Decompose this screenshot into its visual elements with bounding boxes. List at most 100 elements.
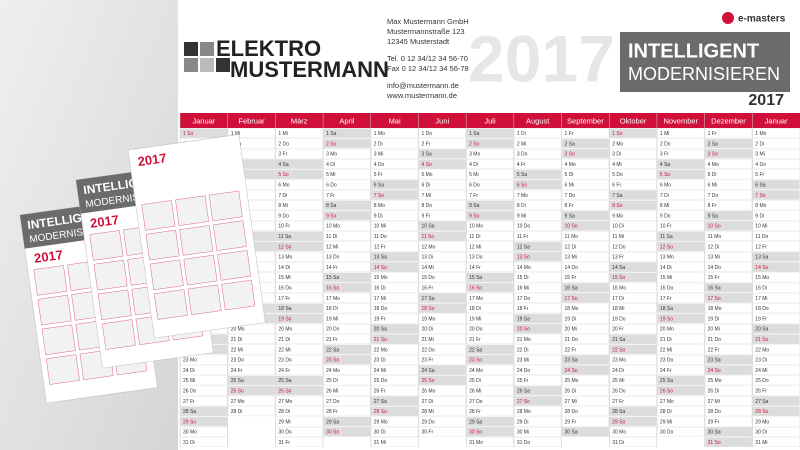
slogan: INTELLIGENT (628, 40, 759, 62)
day-cell (704, 437, 753, 448)
day: 21 So (374, 337, 387, 343)
day-cell (657, 282, 705, 293)
day: 20 Mo (278, 327, 292, 333)
day-cell (609, 128, 657, 139)
day-cell (657, 200, 705, 211)
day: 5 Mi (326, 172, 335, 178)
day: 28 Di (231, 409, 243, 415)
day-cell (657, 375, 705, 386)
day: 28 Sa (183, 409, 196, 415)
day: 17 So (708, 296, 721, 302)
day-cell (323, 406, 371, 417)
day-cell (323, 220, 371, 231)
month-name: November (663, 116, 698, 125)
day-cell (180, 385, 228, 396)
day-cell (657, 427, 705, 437)
day-cell (180, 128, 228, 139)
day-cell (609, 406, 657, 417)
day: 24 Mo (469, 368, 483, 374)
phone-line: Fax 0 12 34/12 34 56-78 (387, 64, 469, 73)
day: 20 Mi (565, 327, 577, 333)
day: 7 Sa (612, 193, 623, 199)
calendar-grid: Januar 1 So 2 Mo 3 Di 4 Mi 5 Do 6 Fr 7 Sa 8 So 9 … (179, 113, 800, 448)
day: 15 Fr (708, 275, 720, 281)
day-cell (657, 262, 705, 272)
day: 11 So (421, 234, 434, 240)
day: 4 Mo (565, 162, 576, 168)
day: 31 Do (517, 440, 531, 446)
day: 20 So (517, 327, 530, 333)
day-cell (227, 365, 276, 375)
day-cell (275, 344, 323, 355)
day-cell (371, 396, 419, 406)
day: 20 Mo (231, 327, 245, 333)
day: 4 Mo (708, 162, 719, 168)
day-cell (561, 169, 609, 180)
mini-month (41, 324, 76, 355)
day: 8 So (612, 203, 623, 209)
day: 18 Fr (517, 306, 529, 312)
day: 5 So (660, 172, 671, 178)
day: 19 Mi (469, 316, 481, 322)
day: 22 Fr (565, 347, 577, 353)
day: 25 Sa (231, 378, 244, 384)
day: 17 Sa (421, 296, 434, 302)
day: 6 Sa (374, 182, 385, 188)
month-name: Februar (238, 116, 265, 125)
day: 16 Fr (421, 285, 433, 291)
month-name: Januar (765, 116, 788, 125)
day-cell (323, 200, 371, 211)
day-cell (180, 396, 228, 406)
day: 26 Sa (517, 388, 530, 394)
day: 5 Fr (755, 172, 764, 178)
day-cell (275, 179, 323, 190)
day: 16 Sa (565, 285, 578, 291)
day-cell (514, 210, 562, 221)
day-cell (561, 385, 609, 396)
day: 3 Mo (326, 152, 337, 158)
day: 21 Fr (469, 337, 481, 343)
day-cell (418, 324, 466, 334)
day-cell (323, 210, 371, 221)
day: 13 So (517, 255, 530, 261)
day: 19 Mi (326, 316, 338, 322)
day: 2 Sa (565, 141, 576, 147)
day: 8 Mi (278, 203, 287, 209)
day: 11 Mo (565, 234, 579, 240)
day: 29 So (612, 419, 625, 425)
day-cell (275, 385, 323, 396)
day-cell (609, 148, 657, 159)
day: 25 Di (469, 378, 481, 384)
day: 11 Do (374, 234, 387, 240)
day: 24 Di (612, 368, 624, 374)
day: 18 Sa (278, 306, 291, 312)
month-name: Juni (435, 116, 449, 125)
day: 6 Do (326, 182, 337, 188)
day: 5 Sa (517, 172, 528, 178)
year-watermark: 2017 (468, 21, 615, 95)
day-cell (323, 324, 371, 334)
day-cell (704, 375, 753, 386)
day: 22 So (612, 347, 625, 353)
month-name: Oktober (620, 116, 647, 125)
brand-icon (722, 12, 734, 24)
day: 4 Mi (612, 162, 621, 168)
day-cell (561, 241, 609, 252)
month-name: März (291, 116, 308, 125)
day-cell (275, 251, 323, 262)
day: 2 Di (374, 141, 383, 147)
day-cell (418, 241, 466, 252)
day-cell (561, 303, 609, 314)
day-cell (609, 262, 657, 272)
day-cell (275, 159, 323, 169)
day: 18 Mo (708, 306, 722, 312)
day: 16 Mi (517, 285, 529, 291)
day-cell (418, 231, 466, 242)
day-cell (514, 282, 562, 293)
day-cell (561, 396, 609, 406)
day-cell (609, 303, 657, 314)
day-cell (466, 210, 514, 221)
day: 21 Mi (421, 337, 433, 343)
